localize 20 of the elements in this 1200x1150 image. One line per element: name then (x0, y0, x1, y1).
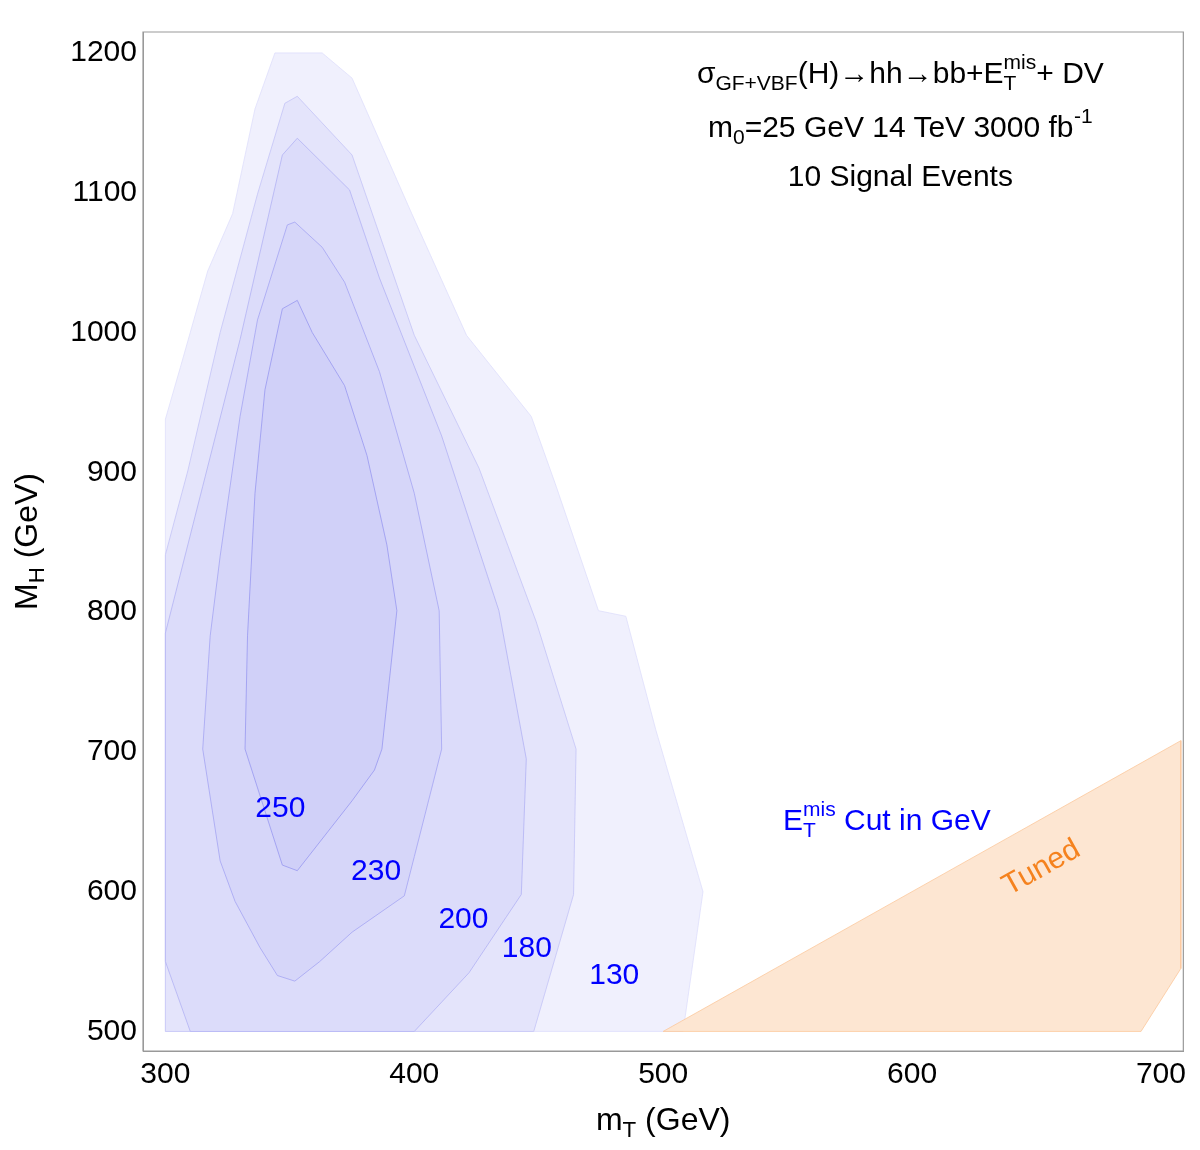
y-tick-label: 500 (86, 1012, 137, 1046)
y-tick-label: 600 (86, 872, 137, 906)
y-tick-label: 1200 (70, 34, 137, 68)
y-tick-label: 900 (86, 453, 137, 487)
y-tick-label: 1100 (72, 174, 137, 208)
y-tick-label: 700 (86, 733, 137, 767)
y-tick-label: 1000 (70, 313, 137, 347)
x-tick-label: 300 (140, 1056, 191, 1090)
x-tick-label: 700 (1135, 1056, 1186, 1090)
annotation: 130 (589, 956, 640, 990)
y-tick-label: 800 (86, 593, 137, 627)
x-tick-label: 400 (389, 1056, 440, 1090)
x-tick-label: 600 (887, 1056, 938, 1090)
annotation: 200 (438, 900, 489, 934)
annotation: 180 (501, 930, 552, 964)
y-axis-title: MH (GeV) (7, 472, 49, 611)
x-tick-label: 500 (638, 1056, 689, 1090)
annotation: 250 (255, 789, 306, 823)
annotation: 230 (351, 852, 402, 886)
annotation: 10 Signal Events (787, 158, 1013, 192)
